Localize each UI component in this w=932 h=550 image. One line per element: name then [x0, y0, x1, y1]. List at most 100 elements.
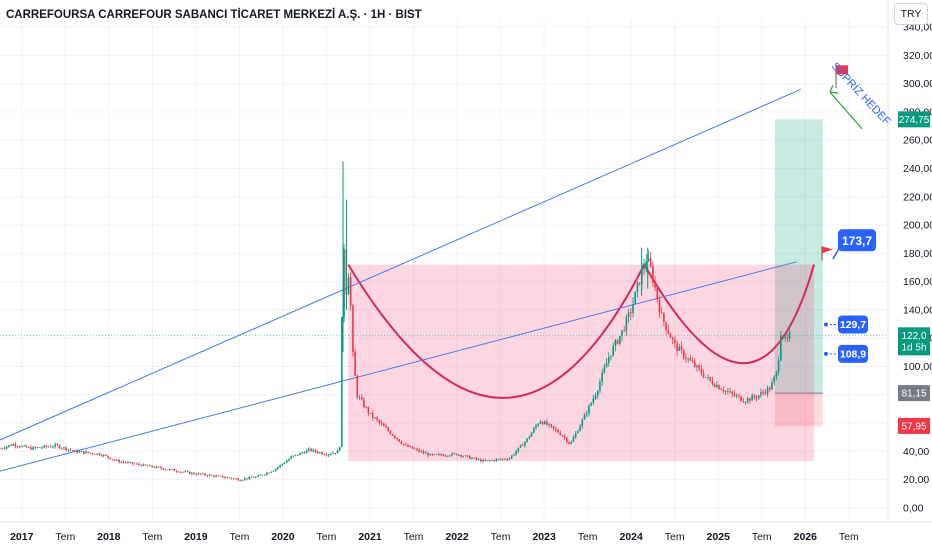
candle-body	[47, 446, 50, 448]
y-tick-label: 220,00	[903, 191, 932, 203]
candle-body	[497, 459, 500, 460]
candle-body	[142, 464, 145, 466]
candle-body	[603, 367, 606, 373]
candle-body	[707, 377, 709, 378]
candle-body	[645, 261, 648, 267]
candle-body	[374, 417, 376, 419]
candle-body	[250, 476, 253, 478]
candle-body	[579, 426, 581, 432]
price-axis[interactable]: 340,00320,00300,00280,00260,00240,00220,…	[898, 22, 932, 515]
candle-body	[457, 454, 460, 456]
candle-body	[376, 417, 378, 421]
candle-body	[155, 466, 158, 468]
candle-body	[10, 445, 12, 446]
x-tick-label: Tem	[665, 531, 685, 543]
candle-body	[8, 445, 10, 447]
candle-body	[722, 390, 725, 392]
candle-body	[120, 461, 123, 463]
candle-body	[268, 472, 270, 474]
candle-body	[424, 452, 427, 454]
candle-body	[162, 468, 165, 470]
candle-body	[510, 455, 513, 459]
candle-body	[709, 377, 712, 381]
candle-body	[446, 455, 449, 457]
x-tick-label: 2019	[184, 531, 208, 543]
candle-body	[76, 450, 78, 453]
candle-body	[685, 357, 687, 359]
candle-body	[305, 450, 308, 454]
candle-body	[74, 450, 76, 452]
candle-body	[502, 458, 504, 460]
candle-body	[676, 342, 678, 351]
currency-button[interactable]: TRY	[894, 3, 928, 25]
candle-body	[131, 462, 134, 464]
candle-body	[124, 462, 127, 464]
candle-body	[169, 469, 171, 470]
candle-body	[674, 339, 676, 343]
candle-body	[521, 445, 524, 446]
trendlines[interactable]	[0, 88, 888, 472]
candle-body	[667, 330, 670, 334]
candle-body	[158, 466, 160, 468]
candle-body	[78, 451, 81, 453]
candle-body	[138, 463, 140, 465]
candle-body	[135, 463, 138, 465]
candle-body	[0, 448, 1, 450]
candle-body	[41, 447, 43, 449]
candle-body	[146, 465, 149, 467]
candle-body	[299, 452, 301, 456]
candle-body	[45, 445, 48, 447]
candle-body	[771, 382, 773, 390]
candle-body	[689, 358, 692, 361]
candle-body	[378, 420, 381, 423]
candle-body	[319, 452, 321, 454]
candle-body	[380, 422, 383, 424]
candle-body	[435, 454, 438, 456]
candle-body	[283, 462, 286, 464]
candle-body	[634, 291, 637, 305]
candle-body	[700, 368, 703, 374]
surprise-arrow	[829, 91, 863, 130]
cup-handle-pattern[interactable]	[347, 262, 815, 462]
candle-body	[105, 454, 107, 456]
candle-body	[630, 312, 632, 314]
x-tick-label: Tem	[404, 531, 424, 543]
long-position-tool[interactable]	[774, 119, 823, 426]
candle-body	[643, 266, 645, 269]
candle-body	[241, 479, 244, 481]
callout-box	[838, 344, 868, 363]
candle-body	[285, 460, 288, 463]
candle-body	[594, 395, 597, 399]
candle-body	[38, 447, 41, 449]
loss-zone	[774, 393, 823, 426]
candle-body	[720, 389, 723, 391]
candle-body	[618, 335, 621, 344]
candle-body	[274, 468, 277, 471]
candle-body	[559, 432, 562, 435]
callout-label: 108,9	[840, 349, 866, 361]
y-tick-label: 240,00	[903, 163, 932, 175]
candle-body	[524, 441, 526, 446]
candle-body	[471, 457, 473, 459]
candle-body	[49, 446, 52, 448]
x-tick-label: 2024	[619, 531, 643, 543]
candle-body	[332, 452, 334, 454]
candle-body	[532, 428, 535, 433]
candle-body	[180, 471, 182, 473]
candle-body	[517, 447, 520, 452]
candle-body	[757, 395, 760, 399]
profit-zone	[774, 119, 823, 394]
candle-body	[429, 453, 431, 456]
candle-body	[678, 346, 681, 351]
time-axis[interactable]: 2017 Tem 2018 Tem 2019 Tem 2020 Tem 2021 Tem 2022 T…	[10, 531, 859, 543]
candle-body	[693, 362, 696, 368]
candle-body	[407, 444, 409, 447]
candle-body	[166, 469, 169, 471]
candle-body	[140, 464, 142, 466]
candle-body	[716, 385, 718, 387]
candle-body	[224, 477, 226, 479]
candle-body	[735, 395, 738, 397]
chart-annotations[interactable]: 173,7 129,7 108,9 SÜPRİZ HEDEF	[821, 60, 894, 363]
candle-body	[290, 456, 292, 459]
